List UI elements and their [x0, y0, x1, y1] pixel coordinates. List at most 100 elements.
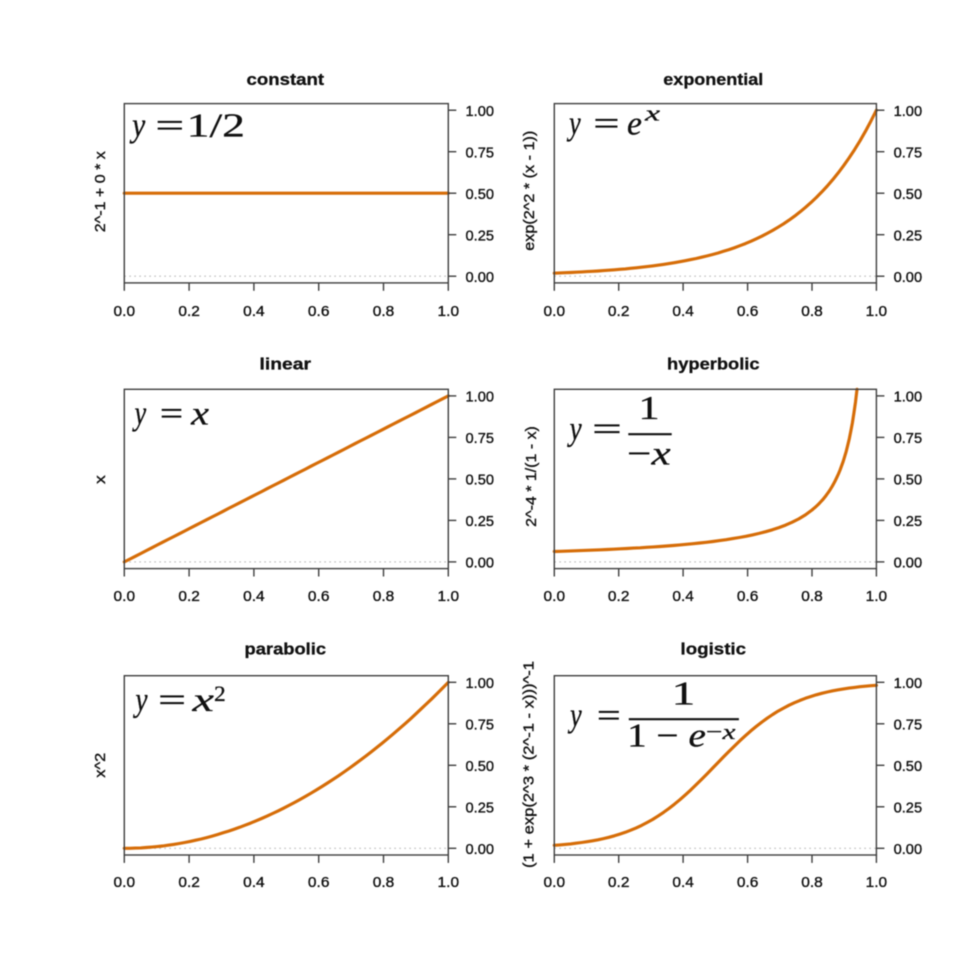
svg-text:x^2: x^2: [93, 753, 109, 778]
svg-text:0.4: 0.4: [672, 875, 694, 891]
svg-text:0.75: 0.75: [894, 431, 923, 447]
svg-text:1 − e: 1 − e: [627, 718, 706, 755]
svg-text:y: y: [132, 396, 146, 433]
svg-text:0.50: 0.50: [894, 473, 923, 489]
svg-text:0.0: 0.0: [544, 875, 566, 891]
svg-text:0.00: 0.00: [466, 270, 495, 286]
svg-text:linear: linear: [260, 355, 312, 374]
svg-text:0.8: 0.8: [801, 304, 823, 320]
svg-text:0.6: 0.6: [737, 589, 759, 605]
svg-text:0.50: 0.50: [894, 187, 923, 203]
svg-text:2^-4 * 1/(1 - x): 2^-4 * 1/(1 - x): [524, 426, 540, 527]
svg-text:0.25: 0.25: [466, 229, 495, 245]
svg-text:x: x: [191, 682, 214, 719]
svg-text:0.50: 0.50: [466, 187, 495, 203]
svg-text:0.0: 0.0: [544, 304, 566, 320]
svg-text:0.25: 0.25: [894, 229, 923, 245]
svg-text:0.75: 0.75: [466, 718, 495, 734]
svg-text:1.00: 1.00: [894, 676, 923, 692]
svg-text:1.0: 1.0: [866, 589, 888, 605]
svg-text:0.8: 0.8: [801, 589, 823, 605]
svg-text:1.00: 1.00: [466, 390, 495, 406]
svg-text:=: =: [593, 106, 619, 143]
svg-text:0.25: 0.25: [894, 514, 923, 530]
svg-text:0.00: 0.00: [466, 842, 495, 858]
svg-text:1.0: 1.0: [438, 875, 460, 891]
svg-text:1.0: 1.0: [438, 589, 460, 605]
svg-text:0.2: 0.2: [608, 589, 630, 605]
svg-text:x: x: [643, 101, 660, 126]
svg-text:1.00: 1.00: [466, 676, 495, 692]
svg-text:0.25: 0.25: [894, 801, 923, 817]
svg-text:−x: − x: [627, 436, 671, 473]
svg-text:0.4: 0.4: [672, 304, 694, 320]
svg-text:y: y: [568, 698, 582, 735]
svg-text:2^-1 + 0 * x: 2^-1 + 0 * x: [93, 151, 109, 232]
svg-text:hyperbolic: hyperbolic: [667, 355, 760, 374]
svg-text:y: y: [129, 107, 145, 144]
svg-text:0.00: 0.00: [894, 270, 923, 286]
svg-text:0.25: 0.25: [466, 514, 495, 530]
svg-text:0.00: 0.00: [894, 556, 923, 572]
svg-text:1.00: 1.00: [894, 390, 923, 406]
svg-text:0.6: 0.6: [737, 304, 759, 320]
svg-text:1.00: 1.00: [894, 104, 923, 120]
svg-text:x: x: [93, 475, 109, 484]
svg-text:0.8: 0.8: [801, 875, 823, 891]
svg-text:0.50: 0.50: [466, 759, 495, 775]
svg-text:0.00: 0.00: [894, 842, 923, 858]
svg-text:1/2: 1/2: [187, 107, 245, 144]
svg-text:1.0: 1.0: [866, 304, 888, 320]
svg-text:0.50: 0.50: [466, 473, 495, 489]
svg-text:1: 1: [672, 676, 696, 713]
svg-text:0.75: 0.75: [466, 431, 495, 447]
svg-text:0.8: 0.8: [373, 875, 395, 891]
svg-text:0.4: 0.4: [243, 304, 265, 320]
svg-text:0.8: 0.8: [373, 589, 395, 605]
svg-text:0.0: 0.0: [114, 875, 136, 891]
svg-text:y: y: [567, 106, 581, 143]
svg-text:0.75: 0.75: [466, 146, 495, 162]
svg-text:0.4: 0.4: [243, 875, 265, 891]
svg-text:0.2: 0.2: [608, 875, 630, 891]
svg-text:1.00: 1.00: [466, 104, 495, 120]
svg-text:1: 1: [638, 390, 659, 427]
svg-text:0.75: 0.75: [894, 718, 923, 734]
svg-text:0.2: 0.2: [178, 589, 200, 605]
svg-text:y: y: [133, 682, 148, 719]
svg-text:(1 + exp(2^3 * (2^-1 - x)))^-1: (1 + exp(2^3 * (2^-1 - x)))^-1: [522, 661, 538, 868]
svg-text:0.0: 0.0: [544, 589, 566, 605]
svg-text:1.0: 1.0: [866, 875, 888, 891]
svg-text:0.25: 0.25: [466, 801, 495, 817]
svg-text:2: 2: [214, 681, 226, 706]
svg-text:e: e: [627, 106, 642, 143]
svg-text:0.2: 0.2: [178, 875, 200, 891]
svg-text:0.00: 0.00: [466, 556, 495, 572]
svg-text:=: =: [158, 682, 186, 719]
svg-text:0.50: 0.50: [894, 759, 923, 775]
svg-text:0.75: 0.75: [894, 146, 923, 162]
svg-text:=: =: [597, 698, 621, 735]
svg-text:constant: constant: [247, 70, 325, 89]
svg-text:=: =: [160, 396, 183, 433]
svg-text:0.2: 0.2: [608, 304, 630, 320]
svg-text:0.6: 0.6: [308, 304, 330, 320]
svg-text:0.2: 0.2: [178, 304, 200, 320]
svg-text:y: y: [567, 411, 582, 448]
svg-text:0.6: 0.6: [308, 875, 330, 891]
svg-text:=: =: [592, 411, 622, 448]
svg-text:0.4: 0.4: [672, 589, 694, 605]
svg-text:1.0: 1.0: [438, 304, 460, 320]
svg-text:0.0: 0.0: [114, 304, 136, 320]
svg-text:−x: − x: [706, 719, 736, 744]
svg-text:exp(2^2 * (x - 1)): exp(2^2 * (x - 1)): [522, 131, 538, 251]
svg-text:0.6: 0.6: [737, 875, 759, 891]
svg-text:0.8: 0.8: [373, 304, 395, 320]
svg-text:x: x: [190, 396, 209, 433]
svg-text:exponential: exponential: [663, 70, 763, 89]
svg-text:0.0: 0.0: [114, 589, 136, 605]
svg-text:0.6: 0.6: [308, 589, 330, 605]
svg-text:logistic: logistic: [681, 640, 747, 659]
svg-text:0.4: 0.4: [243, 589, 265, 605]
svg-text:parabolic: parabolic: [245, 640, 327, 659]
